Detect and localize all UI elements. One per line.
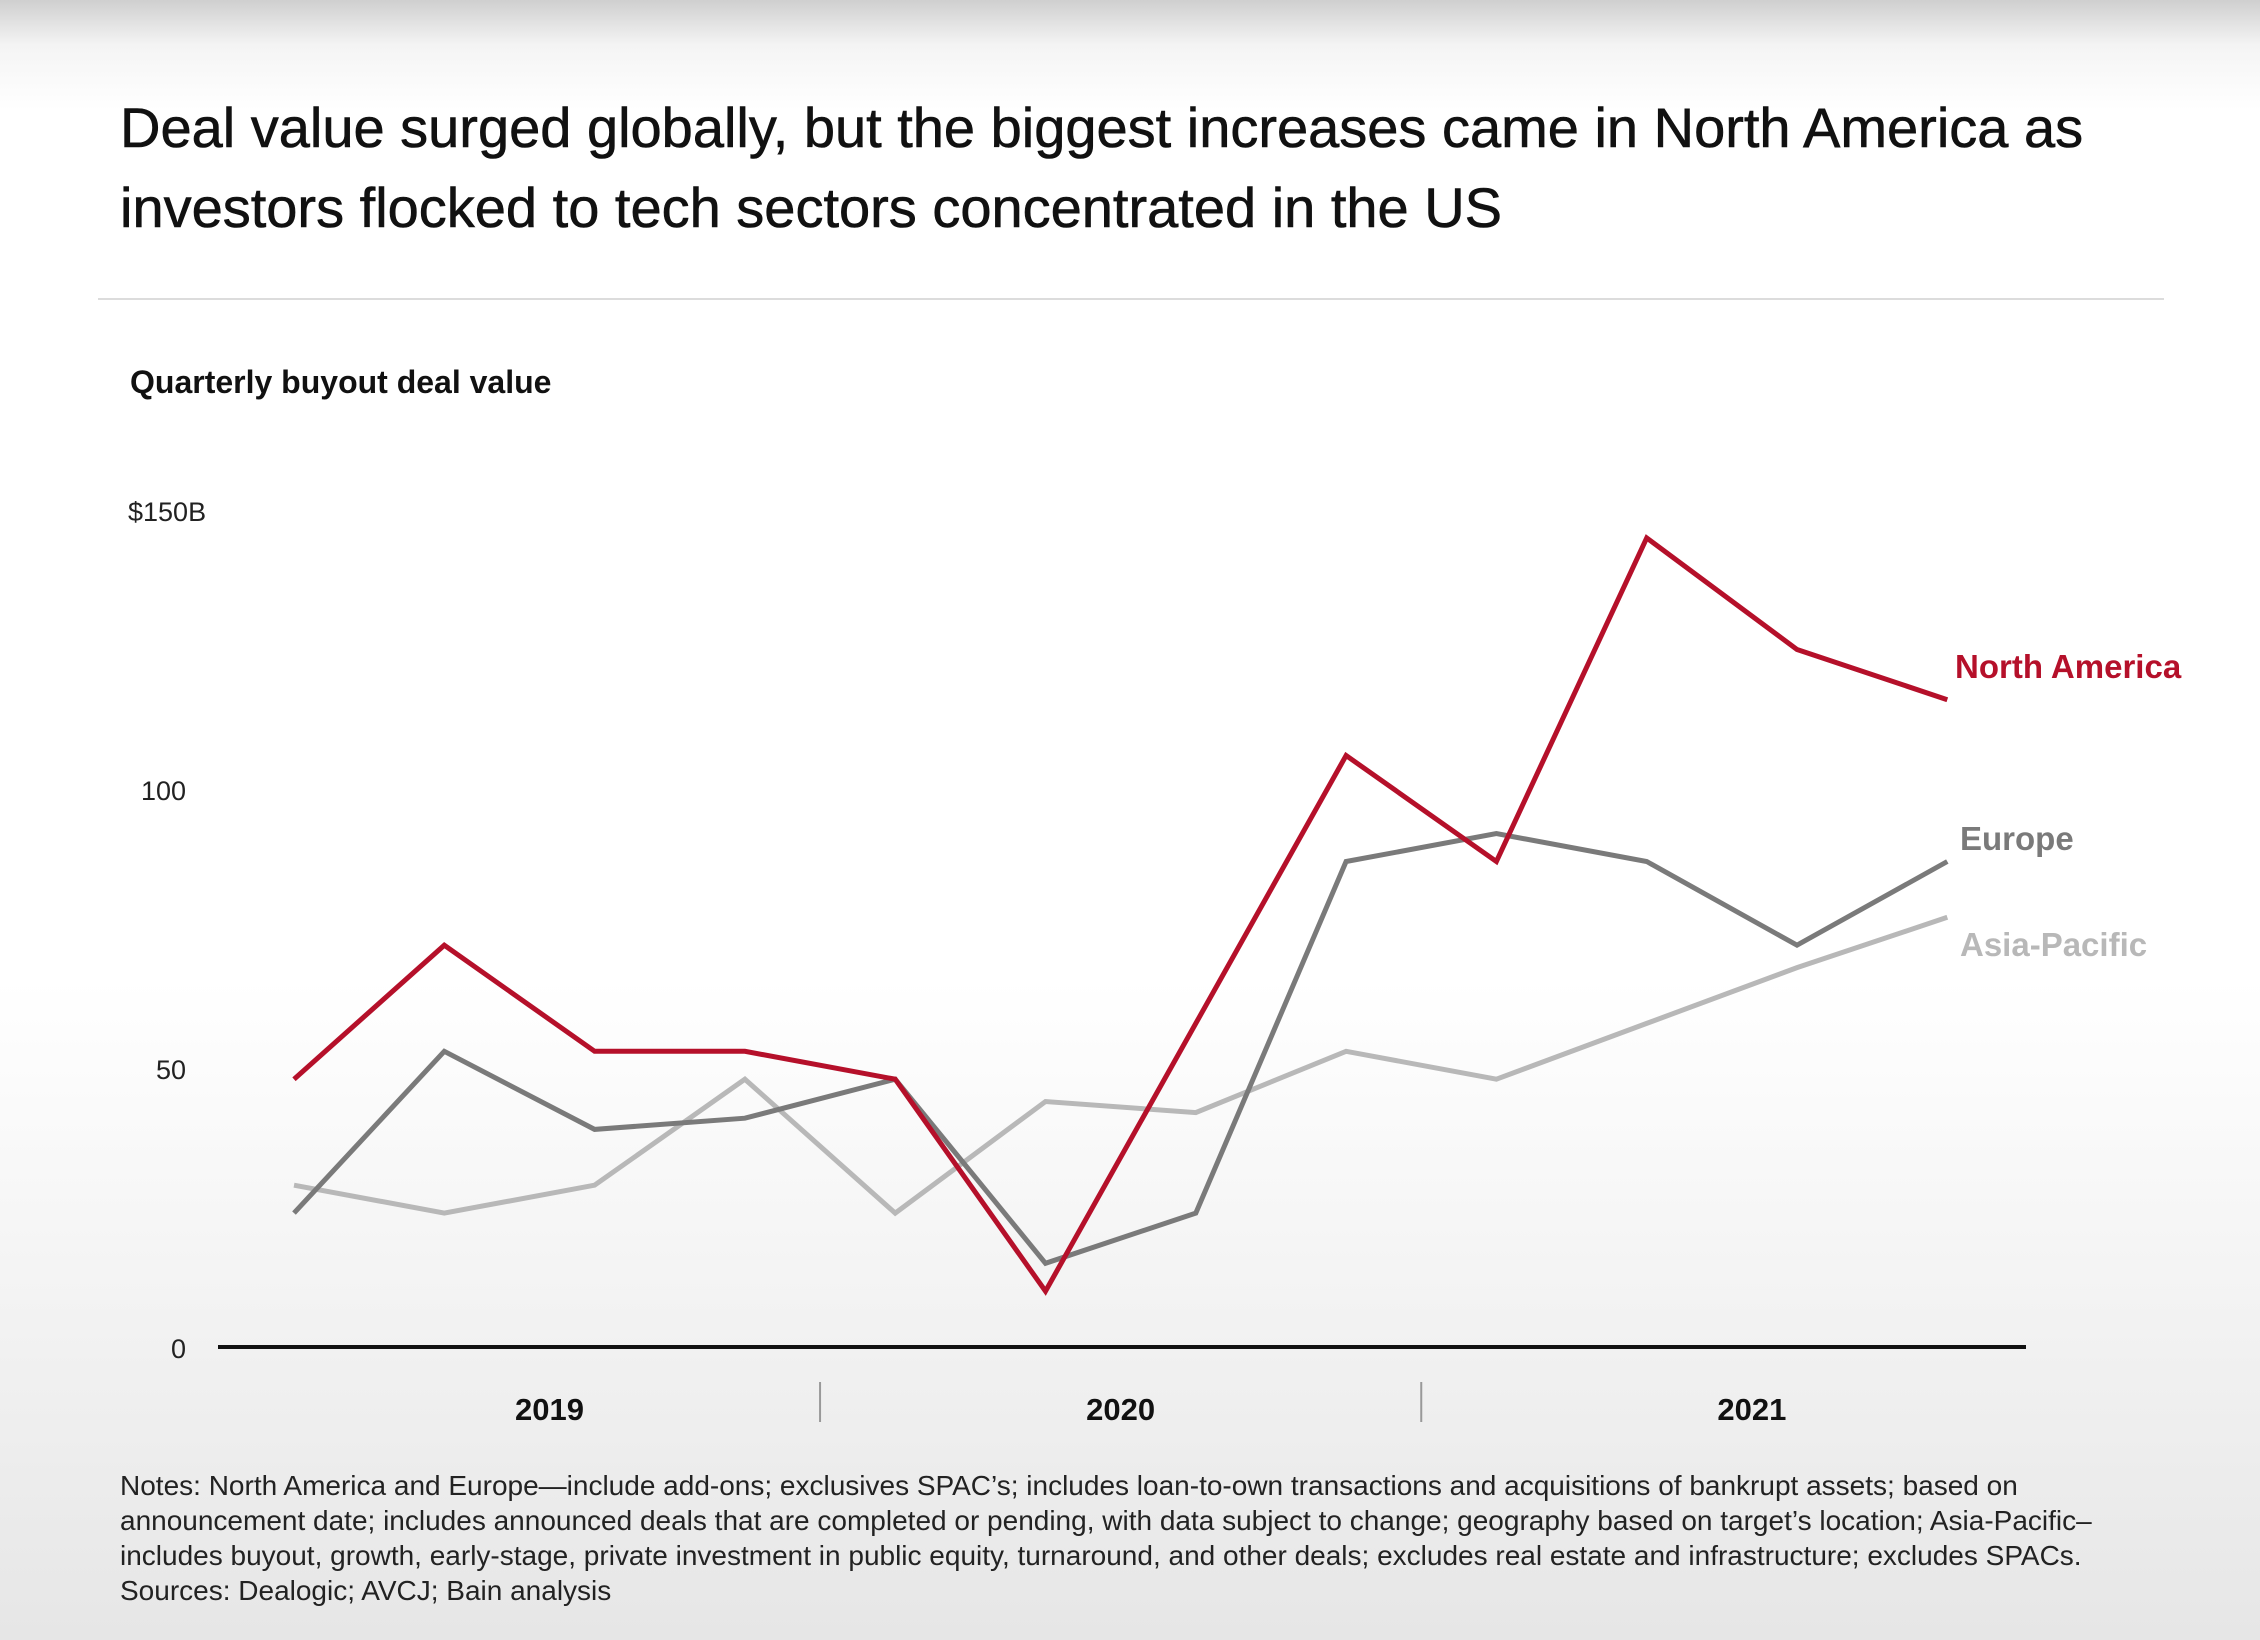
series-lines — [292, 534, 1949, 1296]
y-axis-ticks: 0 50 100 $150B — [128, 497, 206, 1364]
series-line-asia-pacific — [293, 914, 1949, 1217]
series-label: North America — [1955, 648, 2182, 685]
page-title: Deal value surged globally, but the bigg… — [120, 96, 2084, 240]
blank-patch — [620, 410, 735, 518]
y-tick-label: 0 — [171, 1334, 186, 1364]
series-line-north-america — [292, 534, 1949, 1296]
series-line-europe — [292, 831, 1949, 1267]
series-labels: North America Europe Asia-Pacific — [1955, 648, 2182, 963]
title-divider — [98, 298, 2164, 300]
year-separators — [819, 1382, 1423, 1422]
x-year-label: 2019 — [515, 1392, 584, 1427]
chart-title: Quarterly buyout deal value — [130, 364, 552, 400]
x-year-label: 2020 — [1086, 1392, 1155, 1427]
series-label: Asia-Pacific — [1960, 926, 2147, 963]
y-tick-label: $150B — [128, 497, 206, 527]
chart-notes: Notes: North America and Europe—include … — [120, 1470, 2092, 1606]
series-label: Europe — [1960, 820, 2074, 857]
x-axis-year-labels: 2019 2020 2021 — [515, 1392, 1786, 1427]
x-year-label: 2021 — [1717, 1392, 1786, 1427]
y-tick-label: 50 — [156, 1055, 186, 1085]
y-tick-label: 100 — [141, 776, 186, 806]
